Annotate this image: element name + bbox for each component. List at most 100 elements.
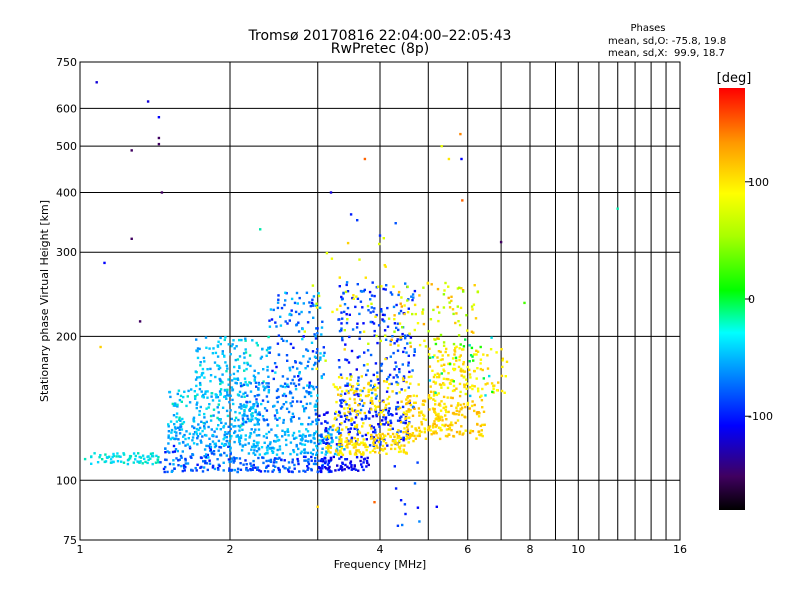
data-point <box>327 466 331 470</box>
data-point <box>366 304 370 308</box>
data-point <box>348 335 351 339</box>
data-point <box>305 390 308 393</box>
data-point <box>460 425 463 428</box>
data-point <box>358 451 361 454</box>
data-point <box>285 407 289 410</box>
data-point <box>305 291 309 294</box>
data-point <box>413 328 416 332</box>
data-point <box>199 383 202 387</box>
data-point <box>468 360 471 363</box>
data-point <box>311 298 314 301</box>
data-point <box>231 379 234 382</box>
data-point <box>283 430 287 434</box>
data-point <box>427 394 431 397</box>
data-point <box>403 451 406 454</box>
data-point <box>219 382 222 386</box>
data-point <box>288 313 291 316</box>
data-point <box>418 432 421 435</box>
data-point <box>472 303 476 306</box>
data-point <box>360 453 363 456</box>
data-point <box>442 293 446 296</box>
data-point <box>309 439 313 443</box>
data-point <box>254 381 258 384</box>
data-point <box>269 446 273 450</box>
data-point <box>476 411 480 414</box>
data-point <box>375 439 379 442</box>
data-point <box>453 349 456 352</box>
data-point <box>347 391 350 395</box>
data-point <box>188 445 192 448</box>
data-point <box>199 439 202 442</box>
data-point <box>442 306 446 309</box>
data-point <box>482 353 485 356</box>
data-point <box>357 404 360 407</box>
data-point <box>227 343 230 346</box>
data-point <box>459 390 462 394</box>
data-point <box>235 457 238 460</box>
data-point <box>385 390 389 393</box>
data-point <box>238 411 241 415</box>
data-point <box>341 398 344 402</box>
data-point <box>364 414 368 418</box>
data-point <box>272 377 275 381</box>
data-point <box>277 298 280 301</box>
data-point <box>394 361 397 364</box>
data-point <box>215 427 219 431</box>
data-point <box>398 416 402 420</box>
data-point <box>258 411 261 414</box>
data-point <box>229 452 232 456</box>
data-point <box>345 313 348 316</box>
data-point <box>253 446 256 449</box>
data-point <box>380 308 383 311</box>
data-point <box>343 399 346 403</box>
data-point <box>245 383 248 386</box>
data-point <box>364 445 367 449</box>
data-point <box>378 451 381 454</box>
data-point <box>288 319 291 322</box>
data-point <box>208 347 211 350</box>
data-point <box>126 462 130 466</box>
data-point <box>406 299 409 302</box>
data-point <box>340 329 343 332</box>
data-point <box>367 309 370 312</box>
data-point <box>276 388 280 391</box>
data-point <box>324 457 327 460</box>
data-point <box>484 394 487 397</box>
data-point <box>345 389 348 392</box>
data-point <box>468 386 472 389</box>
data-point <box>335 447 339 450</box>
colorbar-tick-label: 100 <box>748 176 769 189</box>
data-point <box>364 276 367 279</box>
data-point <box>458 394 462 398</box>
data-point <box>406 285 409 288</box>
data-point <box>482 377 485 380</box>
data-point <box>381 318 384 321</box>
data-point <box>379 423 383 426</box>
data-point <box>227 445 230 448</box>
data-point <box>423 399 426 402</box>
data-point <box>341 469 344 472</box>
data-point <box>335 450 338 453</box>
data-point <box>464 338 467 341</box>
data-point <box>262 385 265 388</box>
data-point <box>192 418 195 421</box>
data-point <box>173 426 177 429</box>
data-point <box>402 350 405 354</box>
data-point <box>361 451 365 454</box>
data-point <box>138 320 142 323</box>
data-point <box>409 382 412 385</box>
data-point <box>427 428 430 432</box>
data-point <box>195 338 198 341</box>
data-point <box>240 449 244 452</box>
data-point <box>289 441 293 444</box>
data-point <box>208 437 211 440</box>
data-point <box>192 442 196 445</box>
data-point <box>276 439 279 442</box>
data-point <box>363 157 367 161</box>
data-point <box>304 470 307 473</box>
data-point <box>98 456 101 459</box>
data-point <box>468 368 471 372</box>
data-point <box>505 360 509 363</box>
data-point <box>291 396 295 399</box>
data-point <box>192 433 195 436</box>
